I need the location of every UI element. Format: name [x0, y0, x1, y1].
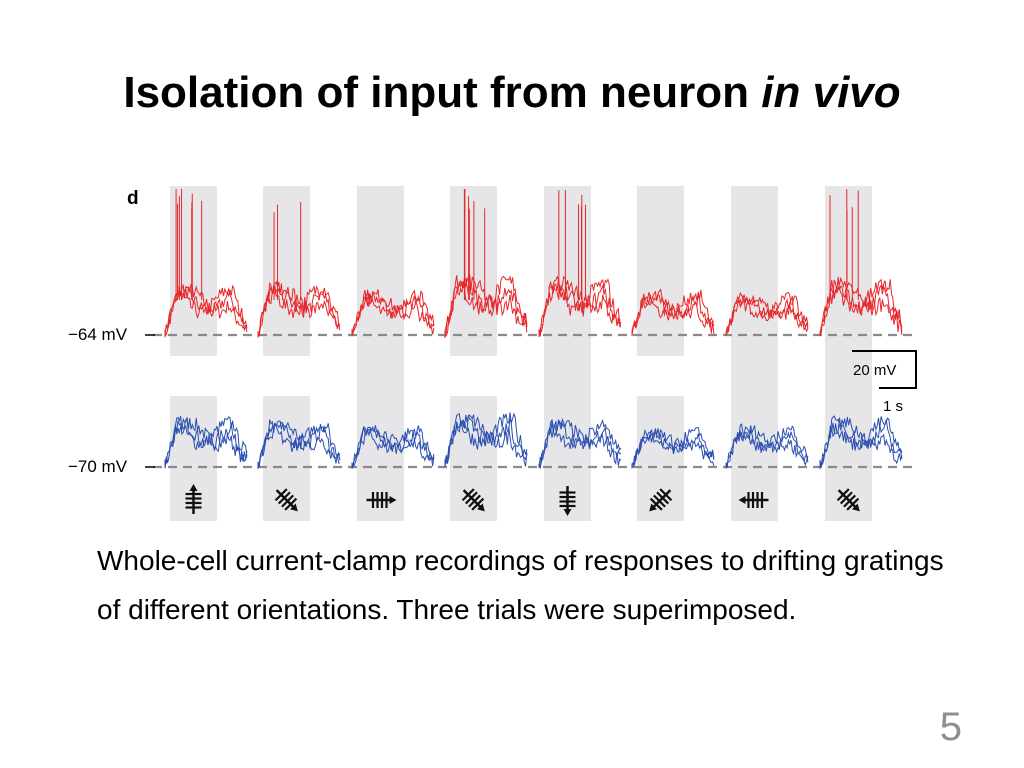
stimulus-icons	[185, 484, 860, 516]
trace-bottom	[725, 425, 809, 468]
grating-up-icon	[185, 484, 202, 514]
title-emphasis-text: in vivo	[761, 68, 901, 117]
stimulus-band-top	[263, 186, 310, 356]
trace-bottom	[819, 416, 903, 467]
trace-bottom	[631, 431, 715, 467]
scale-bar-voltage: 20 mV	[853, 362, 896, 379]
trace-bottom	[164, 416, 248, 467]
stimulus-band	[357, 186, 404, 521]
trace-top	[631, 288, 715, 335]
trace-top	[351, 289, 435, 337]
trace-bottom	[257, 421, 341, 469]
trace-top	[725, 292, 809, 335]
stimulus-band-top	[637, 186, 684, 356]
trace-top	[257, 280, 341, 339]
trace-bottom	[351, 425, 435, 469]
stimulus-band-top	[170, 186, 217, 356]
trace-top	[819, 278, 903, 337]
trace-bottom	[351, 426, 435, 467]
trace-bottom	[164, 416, 248, 469]
trace-bottom	[257, 420, 341, 468]
trace-bottom	[538, 418, 622, 468]
grating-left-icon	[738, 492, 769, 508]
figure-svg: d −64 mV −70 mV 20 mV 1 s	[68, 186, 917, 521]
trace-top	[351, 289, 435, 335]
caption: Whole-cell current-clamp recordings of r…	[97, 545, 944, 625]
trace-bottom	[351, 425, 435, 468]
trace-bottom	[819, 416, 903, 467]
trace-bottom	[538, 419, 622, 468]
trace-top	[631, 289, 715, 336]
trace-top	[819, 276, 903, 336]
trace-top	[257, 285, 340, 337]
bottom-baseline-label: −70 mV	[68, 457, 128, 476]
grating-diag-down-right-icon	[461, 488, 485, 512]
grating-right-icon	[366, 492, 397, 508]
trace-top	[538, 275, 622, 335]
stimulus-band	[544, 186, 591, 521]
slide-title: Isolation of input from neuron in vivo	[0, 68, 1024, 118]
figure-panel-d: d −64 mV −70 mV 20 mV 1 s	[55, 178, 935, 528]
trace-top	[351, 289, 435, 335]
scale-bar: 20 mV 1 s	[852, 350, 917, 415]
stimulus-bands	[170, 186, 872, 521]
trace-bottom	[257, 419, 341, 467]
trace-bottom	[725, 425, 809, 469]
stimulus-band	[731, 186, 778, 521]
grating-down-icon	[559, 486, 576, 516]
trace-bottom	[444, 412, 528, 468]
trace-bottom	[631, 427, 715, 469]
trace-bottom	[164, 416, 248, 467]
top-baseline-label: −64 mV	[68, 325, 128, 344]
trace-top	[444, 275, 528, 335]
baseline-lines	[145, 333, 913, 469]
trace-bottom	[444, 414, 528, 467]
traces-depolarized	[164, 188, 903, 339]
slide-number: 5	[939, 705, 962, 749]
scale-bar-time: 1 s	[883, 398, 903, 415]
trace-bottom	[819, 415, 903, 470]
trace-top	[257, 286, 341, 335]
grating-diag-down-right-icon	[274, 488, 298, 512]
trace-bottom	[725, 423, 809, 469]
grating-diag-down-left-icon	[649, 488, 673, 512]
grating-diag-down-right-icon	[836, 488, 860, 512]
trace-top	[538, 278, 622, 337]
title-main-text: Isolation of input from neuron	[123, 68, 762, 117]
panel-label: d	[127, 188, 139, 209]
stimulus-band	[825, 186, 872, 521]
traces-hyperpolarized	[164, 412, 903, 470]
trace-top	[444, 275, 528, 339]
